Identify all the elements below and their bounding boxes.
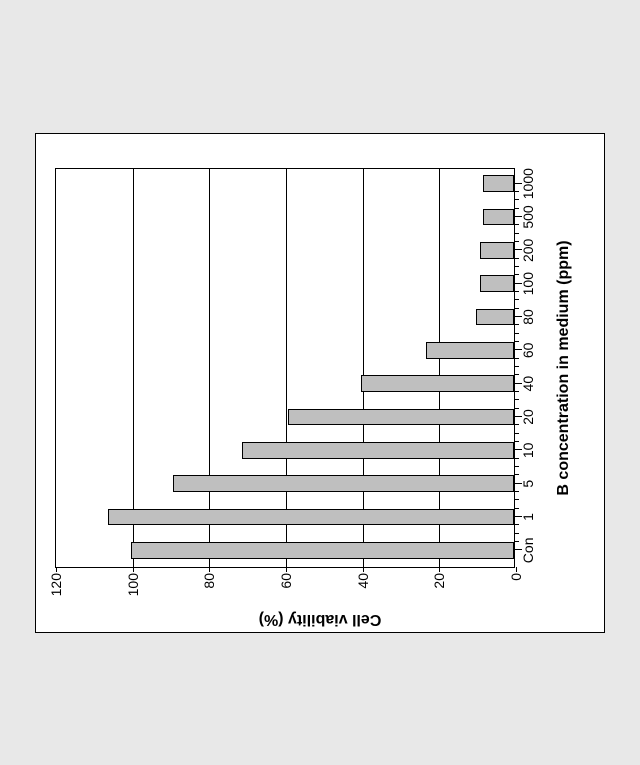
gridline xyxy=(286,169,287,567)
x-minor-tick xyxy=(514,357,519,358)
plot-area: 020406080100120Con1510204060801002005001… xyxy=(55,168,515,568)
viability-bar-chart: Cell viability (%) 020406080100120Con151… xyxy=(35,133,605,633)
bar xyxy=(480,275,515,292)
chart-rotation-wrapper: Cell viability (%) 020406080100120Con151… xyxy=(35,133,605,633)
x-minor-tick xyxy=(514,341,519,342)
x-tick-label: 60 xyxy=(520,342,536,358)
gridline xyxy=(209,169,210,567)
x-minor-tick xyxy=(514,466,519,467)
x-minor-tick xyxy=(514,224,519,225)
y-tick-label: 20 xyxy=(431,573,447,589)
y-tick-label: 40 xyxy=(355,573,371,589)
y-tick-mark xyxy=(56,567,57,572)
x-minor-tick xyxy=(514,541,519,542)
x-minor-tick xyxy=(514,266,519,267)
y-tick-mark xyxy=(286,567,287,572)
x-minor-tick xyxy=(514,532,519,533)
x-tick-label: 5 xyxy=(520,479,536,487)
x-minor-tick xyxy=(514,432,519,433)
bar xyxy=(131,542,514,559)
y-tick-label: 80 xyxy=(201,573,217,589)
y-tick-label: 100 xyxy=(125,573,141,596)
x-minor-tick xyxy=(514,491,519,492)
gridline xyxy=(439,169,440,567)
x-minor-tick xyxy=(514,391,519,392)
x-minor-tick xyxy=(514,524,519,525)
x-tick-label: 40 xyxy=(520,375,536,391)
y-tick-mark xyxy=(133,567,134,572)
x-minor-tick xyxy=(514,291,519,292)
x-minor-tick xyxy=(514,499,519,500)
gridline xyxy=(363,169,364,567)
bar xyxy=(426,342,514,359)
x-minor-tick xyxy=(514,324,519,325)
x-minor-tick xyxy=(514,199,519,200)
y-axis-title: Cell viability (%) xyxy=(259,610,382,628)
bar xyxy=(242,442,514,459)
x-minor-tick xyxy=(514,424,519,425)
y-tick-label: 120 xyxy=(48,573,64,596)
bar xyxy=(173,475,514,492)
x-tick-label: 200 xyxy=(520,238,536,261)
x-tick-label: 100 xyxy=(520,271,536,294)
x-minor-tick xyxy=(514,457,519,458)
x-minor-tick xyxy=(514,274,519,275)
x-minor-tick xyxy=(514,441,519,442)
bar xyxy=(483,175,514,192)
bar xyxy=(480,242,515,259)
gridline xyxy=(133,169,134,567)
x-minor-tick xyxy=(514,191,519,192)
x-minor-tick xyxy=(514,399,519,400)
bar xyxy=(108,508,514,525)
x-minor-tick xyxy=(514,374,519,375)
y-tick-label: 60 xyxy=(278,573,294,589)
x-minor-tick xyxy=(514,307,519,308)
page: Cell viability (%) 020406080100120Con151… xyxy=(0,0,640,765)
x-minor-tick xyxy=(514,474,519,475)
bar xyxy=(476,308,514,325)
x-minor-tick xyxy=(514,207,519,208)
x-minor-tick xyxy=(514,332,519,333)
y-tick-mark xyxy=(209,567,210,572)
x-minor-tick xyxy=(514,299,519,300)
bar xyxy=(288,408,514,425)
x-minor-tick xyxy=(514,407,519,408)
bar xyxy=(361,375,514,392)
x-minor-tick xyxy=(514,232,519,233)
x-tick-label: Con xyxy=(520,537,536,563)
y-tick-mark xyxy=(439,567,440,572)
bar xyxy=(483,208,514,225)
x-minor-tick xyxy=(514,241,519,242)
x-tick-label: 1000 xyxy=(520,168,536,199)
x-tick-label: 80 xyxy=(520,309,536,325)
x-tick-label: 20 xyxy=(520,409,536,425)
x-minor-tick xyxy=(514,366,519,367)
y-tick-label: 0 xyxy=(508,573,524,581)
chart-frame: Cell viability (%) 020406080100120Con151… xyxy=(35,133,605,633)
x-tick-label: 10 xyxy=(520,442,536,458)
x-tick-label: 1 xyxy=(520,513,536,521)
y-tick-mark xyxy=(363,567,364,572)
x-minor-tick xyxy=(514,257,519,258)
y-tick-mark xyxy=(516,567,517,572)
x-axis-title: B concentration in medium (ppm) xyxy=(555,168,573,568)
x-minor-tick xyxy=(514,507,519,508)
x-tick-label: 500 xyxy=(520,205,536,228)
